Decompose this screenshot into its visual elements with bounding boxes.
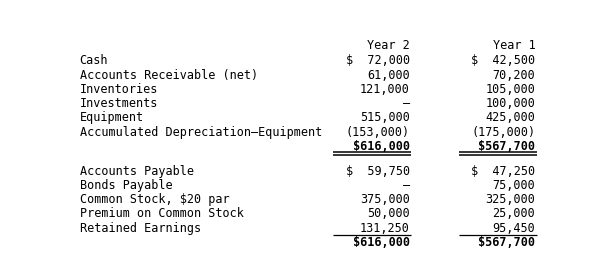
Text: $616,000: $616,000 [353, 236, 410, 249]
Text: (175,000): (175,000) [471, 126, 535, 139]
Text: 25,000: 25,000 [493, 208, 535, 221]
Text: Cash: Cash [80, 54, 108, 67]
Text: 375,000: 375,000 [360, 193, 410, 206]
Text: Inventories: Inventories [80, 83, 158, 96]
Text: 70,200: 70,200 [493, 69, 535, 82]
Text: 105,000: 105,000 [485, 83, 535, 96]
Text: 515,000: 515,000 [360, 111, 410, 124]
Text: $  47,250: $ 47,250 [471, 165, 535, 178]
Text: Investments: Investments [80, 97, 158, 110]
Text: Equipment: Equipment [80, 111, 144, 124]
Text: —: — [403, 179, 410, 192]
Text: 75,000: 75,000 [493, 179, 535, 192]
Text: 121,000: 121,000 [360, 83, 410, 96]
Text: Accounts Payable: Accounts Payable [80, 165, 194, 178]
Text: $  72,000: $ 72,000 [346, 54, 410, 67]
Text: Accounts Receivable (net): Accounts Receivable (net) [80, 69, 258, 82]
Text: 61,000: 61,000 [367, 69, 410, 82]
Text: $567,700: $567,700 [478, 236, 535, 249]
Text: $  42,500: $ 42,500 [471, 54, 535, 67]
Text: 50,000: 50,000 [367, 208, 410, 221]
Text: Year 1: Year 1 [493, 39, 535, 52]
Text: 100,000: 100,000 [485, 97, 535, 110]
Text: $616,000: $616,000 [353, 140, 410, 153]
Text: Bonds Payable: Bonds Payable [80, 179, 172, 192]
Text: 325,000: 325,000 [485, 193, 535, 206]
Text: 425,000: 425,000 [485, 111, 535, 124]
Text: (153,000): (153,000) [346, 126, 410, 139]
Text: Accumulated Depreciation—Equipment: Accumulated Depreciation—Equipment [80, 126, 322, 139]
Text: Common Stock, $20 par: Common Stock, $20 par [80, 193, 229, 206]
Text: Year 2: Year 2 [367, 39, 410, 52]
Text: $  59,750: $ 59,750 [346, 165, 410, 178]
Text: $567,700: $567,700 [478, 140, 535, 153]
Text: Retained Earnings: Retained Earnings [80, 222, 201, 235]
Text: Premium on Common Stock: Premium on Common Stock [80, 208, 244, 221]
Text: 95,450: 95,450 [493, 222, 535, 235]
Text: —: — [403, 97, 410, 110]
Text: 131,250: 131,250 [360, 222, 410, 235]
